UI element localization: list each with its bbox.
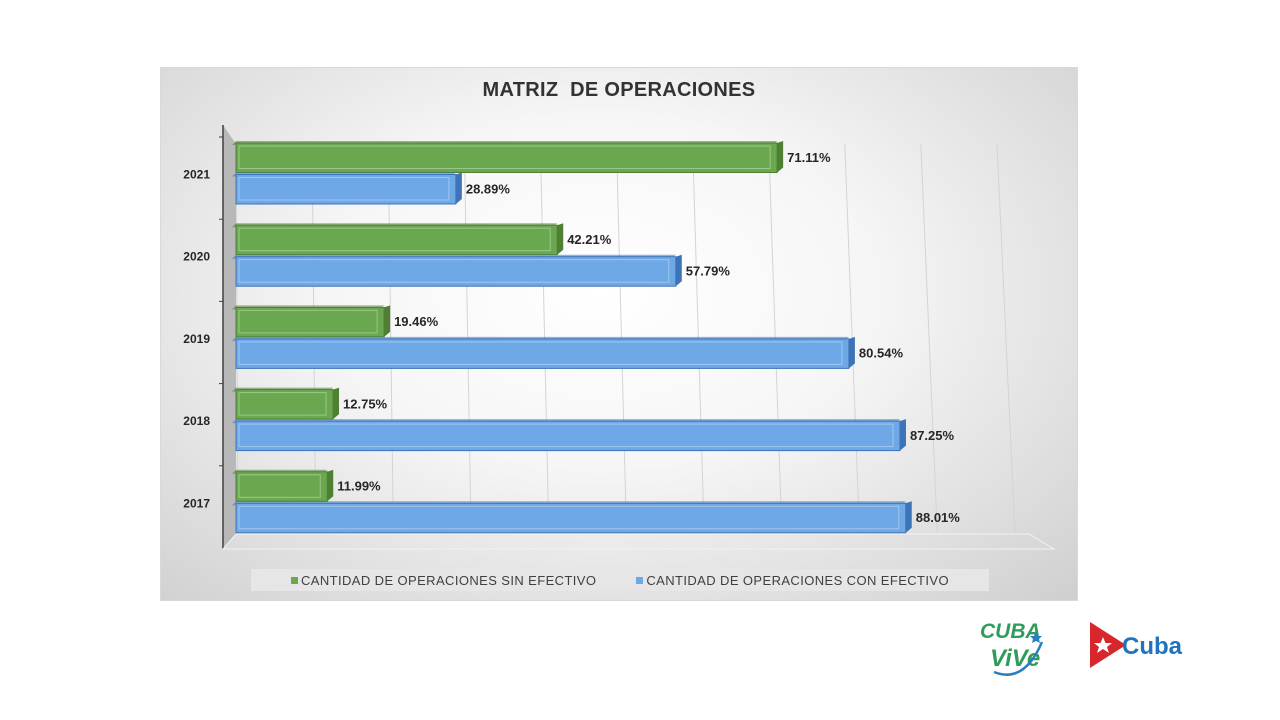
- bar-sin-efectivo-end: [384, 305, 391, 337]
- bar-sin-efectivo-end: [327, 469, 334, 502]
- legend-swatch-sin-efectivo: [291, 576, 298, 584]
- floor-plane: [221, 533, 1056, 550]
- data-label: 71.11%: [787, 150, 831, 165]
- cuba-brand-text: Cuba: [1122, 633, 1183, 660]
- data-label: 42.21%: [567, 232, 612, 247]
- cuba-brand-logo: Cuba: [1090, 622, 1183, 668]
- y-tick-label: 2020: [183, 250, 210, 264]
- bar-con-efectivo-end: [905, 501, 912, 533]
- bar-sin-efectivo-bevel: [238, 309, 378, 334]
- bar-sin-efectivo-end: [333, 387, 340, 420]
- bar-sin-efectivo: [235, 471, 328, 502]
- gridline: [996, 143, 1016, 535]
- bar-con-efectivo-bevel: [238, 505, 900, 530]
- y-tick-label: 2021: [183, 168, 210, 182]
- gridline: [920, 143, 938, 535]
- bar-con-efectivo: [235, 338, 850, 369]
- logos: CUBA ViVe Cuba: [980, 620, 1183, 676]
- data-label: 57.79%: [686, 263, 731, 278]
- bar-sin-efectivo-end: [557, 223, 564, 255]
- bar-sin-efectivo-bevel: [238, 392, 327, 416]
- bar-con-efectivo: [235, 420, 901, 452]
- bar-con-efectivo: [235, 256, 677, 287]
- bar-sin-efectivo-bevel: [238, 145, 771, 169]
- axis-wall: [223, 125, 236, 549]
- bar-con-efectivo: [235, 502, 907, 534]
- bar-con-efectivo-bevel: [238, 423, 894, 448]
- bar-con-efectivo-bevel: [238, 177, 450, 201]
- data-label: 87.25%: [910, 428, 955, 443]
- cuba-vive-logo-line1: CUBA: [980, 620, 1041, 643]
- chart-title: MATRIZ DE OPERACIONES: [482, 79, 756, 101]
- data-label: 19.46%: [394, 314, 439, 329]
- bar-sin-efectivo-bevel: [238, 227, 551, 252]
- bar-sin-efectivo-bevel: [238, 474, 321, 498]
- cuba-flag-star-icon: [1094, 637, 1112, 653]
- cuba-vive-swoosh-icon: [993, 641, 1044, 676]
- bar-con-efectivo-bevel: [238, 259, 670, 283]
- bar-sin-efectivo: [235, 224, 558, 256]
- plot-area: 2021 71.11% 28.89% 2020 42.21% 57.79% 2019 19.4…: [183, 125, 1056, 550]
- y-tick-label: 2017: [183, 496, 210, 510]
- bar-con-efectivo-end: [675, 254, 682, 287]
- data-label: 12.75%: [343, 396, 388, 411]
- bar-sin-efectivo-end: [777, 141, 784, 173]
- bar-sin-efectivo: [235, 142, 778, 173]
- bar-con-efectivo-end: [455, 172, 462, 204]
- legend: CANTIDAD DE OPERACIONES SIN EFECTIVO CAN…: [251, 569, 989, 591]
- cuba-vive-star-icon: [1030, 632, 1042, 643]
- legend-item-sin-efectivo: CANTIDAD DE OPERACIONES SIN EFECTIVO: [291, 573, 596, 588]
- legend-label-sin-efectivo: CANTIDAD DE OPERACIONES SIN EFECTIVO: [301, 572, 597, 588]
- y-tick-label: 2018: [183, 414, 210, 428]
- data-label: 11.99%: [337, 479, 381, 494]
- bar-sin-efectivo: [235, 306, 385, 338]
- data-label: 88.01%: [916, 510, 961, 525]
- bar-con-efectivo-end: [899, 419, 906, 451]
- cuba-vive-logo: CUBA ViVe: [980, 620, 1044, 676]
- legend-item-con-efectivo: CANTIDAD DE OPERACIONES CON EFECTIVO: [636, 573, 949, 588]
- legend-label-con-efectivo: CANTIDAD DE OPERACIONES CON EFECTIVO: [646, 572, 949, 588]
- bar-con-efectivo-bevel: [238, 341, 843, 365]
- data-label: 80.54%: [859, 346, 904, 361]
- y-tick-label: 2019: [183, 332, 210, 346]
- bar-con-efectivo: [235, 174, 457, 205]
- bar-con-efectivo-end: [848, 336, 855, 369]
- legend-swatch-con-efectivo: [636, 576, 644, 584]
- chart-panel: MATRIZ DE OPERACIONES 2021 71.11% 28.89% 20…: [160, 67, 1078, 601]
- data-label: 28.89%: [466, 181, 511, 196]
